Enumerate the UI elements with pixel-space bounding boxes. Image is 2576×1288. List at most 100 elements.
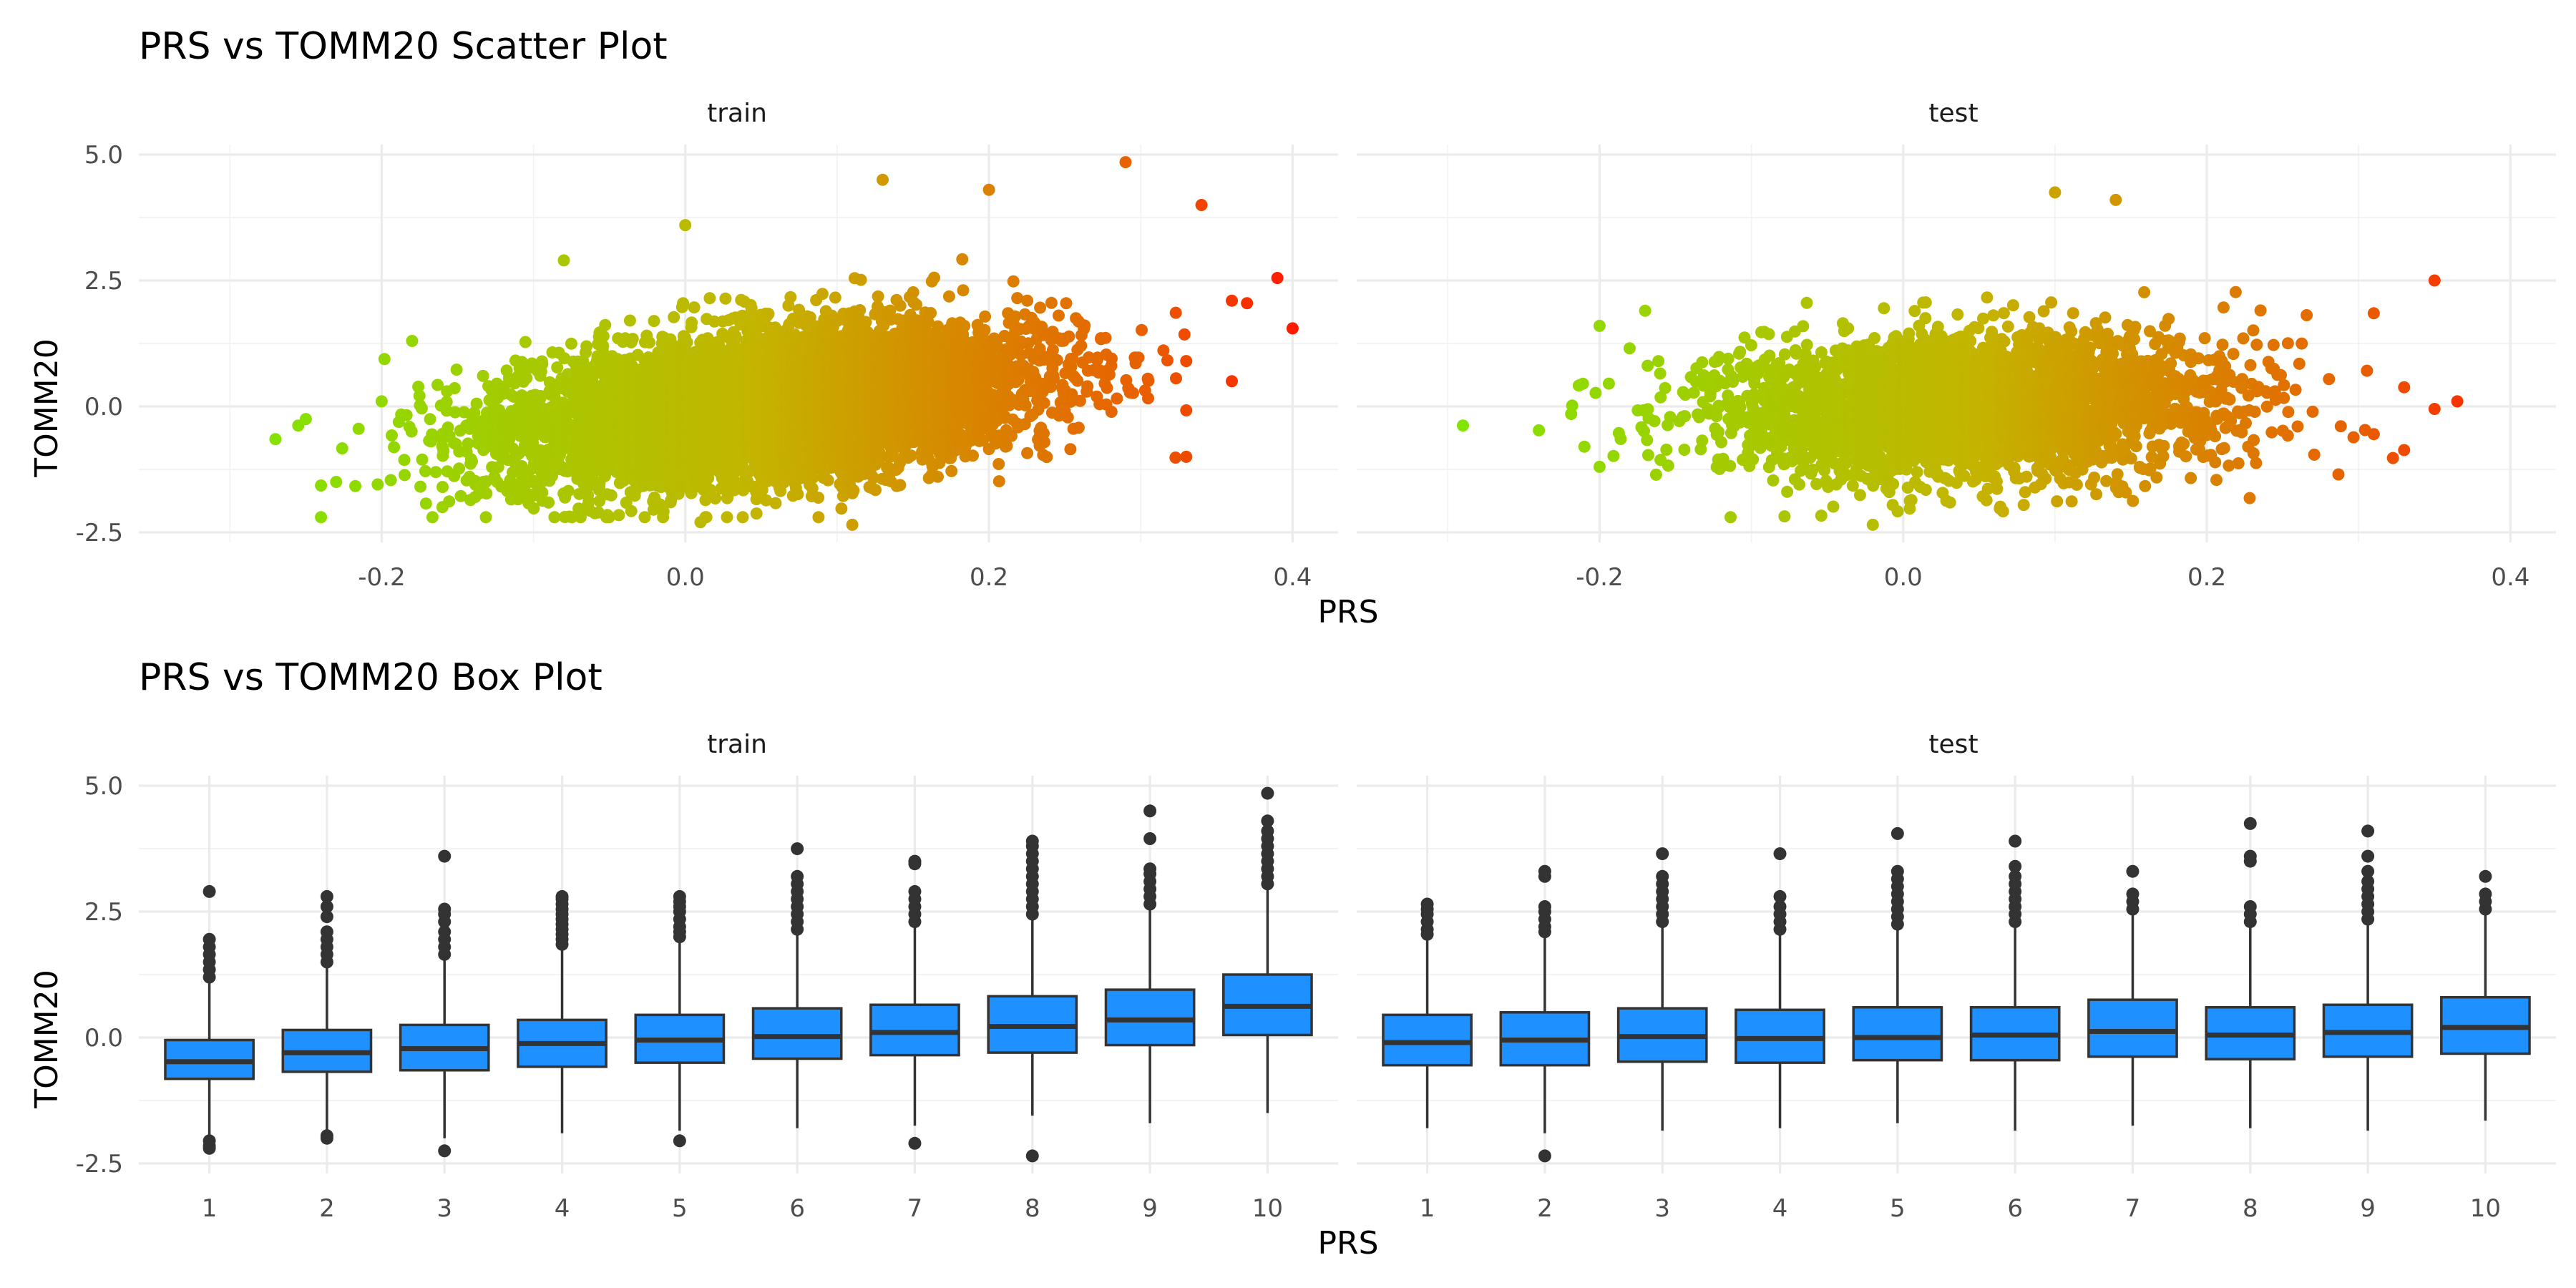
scatter-point xyxy=(466,455,478,468)
scatter-point xyxy=(719,292,732,305)
scatter-point xyxy=(515,356,528,369)
scatter-point xyxy=(378,353,391,366)
scatter-point xyxy=(677,297,690,310)
scatter-point xyxy=(330,476,343,488)
scatter-point xyxy=(565,511,578,524)
scatter-point xyxy=(582,494,595,507)
scatter-point xyxy=(299,413,312,426)
scatter-point xyxy=(419,497,432,510)
scatter-point xyxy=(847,484,860,497)
scatter-point xyxy=(536,358,549,371)
scatter-point xyxy=(846,518,859,531)
scatter-point xyxy=(626,333,639,346)
scatter-point xyxy=(613,509,625,522)
scatter-point xyxy=(458,406,470,419)
scatter-point xyxy=(534,390,547,402)
scatter-point xyxy=(829,291,841,304)
scatter-point xyxy=(854,273,867,286)
scatter-point xyxy=(399,469,411,482)
scatter-point xyxy=(599,318,612,331)
scatter-point xyxy=(551,361,564,374)
scatter-point xyxy=(736,511,749,524)
scatter-point xyxy=(450,364,463,376)
scatter-point xyxy=(597,339,610,352)
scatter-point xyxy=(480,487,493,500)
scatter-point xyxy=(398,454,411,467)
scatter-point xyxy=(315,479,328,492)
scatter-point xyxy=(429,466,442,479)
scatter-point xyxy=(527,502,540,514)
scatter-point xyxy=(703,292,716,305)
scatter-point xyxy=(336,442,348,455)
scatter-point xyxy=(440,396,453,409)
scatter-point xyxy=(406,335,419,347)
scatter-point xyxy=(791,488,804,501)
scatter-point xyxy=(424,413,436,426)
scatter-point xyxy=(462,437,474,450)
scatter-point xyxy=(479,511,492,524)
scatter-point xyxy=(812,492,825,504)
scatter-point xyxy=(835,502,848,515)
scatter-point xyxy=(562,484,575,497)
scatter-point xyxy=(625,504,638,517)
scatter-point xyxy=(520,371,533,384)
scatter-point xyxy=(349,479,362,492)
scatter-point xyxy=(686,316,698,329)
scatter-point xyxy=(557,254,570,267)
scatter-x-tick-label: 0.2 xyxy=(970,563,1008,592)
scatter-point xyxy=(416,453,429,466)
scatter-point xyxy=(492,461,504,474)
scatter-point xyxy=(679,219,692,232)
scatter-point xyxy=(470,397,483,410)
scatter-title: PRS vs TOMM20 Scatter Plot xyxy=(139,25,668,68)
scatter-point xyxy=(638,511,651,524)
scatter-point xyxy=(477,369,489,382)
scatter-point xyxy=(419,465,431,477)
scatter-point xyxy=(574,511,587,524)
scatter-point xyxy=(269,433,282,446)
scatter-point xyxy=(436,481,449,494)
scatter-point xyxy=(812,511,825,524)
scatter-point xyxy=(519,477,532,490)
scatter-point xyxy=(648,315,660,328)
scatter-point xyxy=(449,406,462,419)
scatter-point xyxy=(388,441,401,454)
scatter-strip-test: test xyxy=(1928,99,1978,128)
scatter-point xyxy=(400,409,413,421)
scatter-point xyxy=(453,462,466,475)
scatter-panel-train: -0.2 0.0 0.2 0.4 xyxy=(139,145,1338,592)
scatter-point xyxy=(519,336,532,348)
scatter-strip-train: train xyxy=(707,99,767,128)
scatter-point xyxy=(729,330,742,343)
scatter-point xyxy=(721,511,733,524)
scatter-point xyxy=(784,291,797,303)
scatter-point xyxy=(580,340,593,353)
scatter-x-tick-label: 0.0 xyxy=(666,563,705,592)
scatter-point xyxy=(816,288,829,301)
scatter-point xyxy=(415,402,428,415)
scatter-point xyxy=(602,511,615,524)
scatter-point xyxy=(454,489,467,502)
scatter-point xyxy=(542,496,555,509)
scatter-point xyxy=(821,474,834,487)
scatter-point xyxy=(565,337,577,350)
scatter-point xyxy=(762,308,775,321)
scatter-point xyxy=(384,474,397,487)
scatter-point xyxy=(412,381,425,393)
scatter-point xyxy=(668,311,680,323)
scatter-point xyxy=(448,382,461,394)
scatter-point xyxy=(426,511,439,524)
scatter-point xyxy=(431,379,444,391)
scatter-point xyxy=(769,497,782,509)
scatter-point xyxy=(548,511,561,524)
scatter-x-tick-label: -0.2 xyxy=(358,563,405,592)
scatter-point xyxy=(623,314,636,327)
scatter-point xyxy=(371,478,384,491)
scatter-point xyxy=(688,301,701,314)
scatter-point xyxy=(443,495,456,508)
scatter-point xyxy=(315,511,328,524)
scatter-point xyxy=(597,330,610,343)
scatter-point xyxy=(405,425,418,438)
